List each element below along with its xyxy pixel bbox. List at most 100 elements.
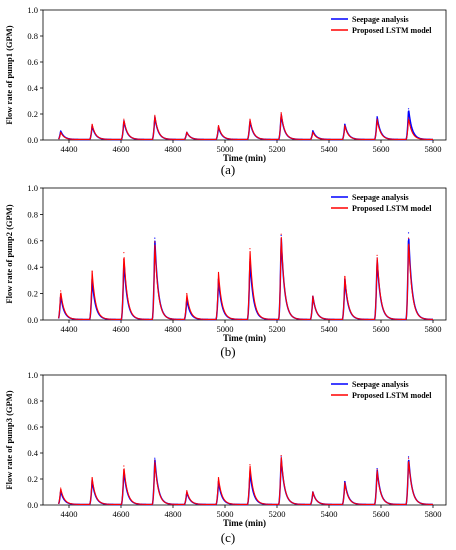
peak-point <box>91 477 93 479</box>
peak-point <box>407 457 410 459</box>
series-line-lstm <box>58 113 434 141</box>
x-axis-label: Time (min) <box>223 153 266 163</box>
y-tick-label: 0.6 <box>27 422 38 432</box>
peak-point <box>376 116 378 118</box>
peak-point <box>91 123 93 125</box>
y-tick-label: 0.6 <box>27 57 38 67</box>
y-tick-label: 0.4 <box>27 83 38 93</box>
peak-point <box>407 456 410 458</box>
y-tick-label: 0.0 <box>27 500 38 510</box>
y-tick-label: 1.0 <box>27 183 38 193</box>
caption-c: (c) <box>220 530 236 545</box>
x-tick-label: 5400 <box>321 509 338 519</box>
peak-point <box>280 234 282 237</box>
y-tick-label: 0.2 <box>27 474 38 484</box>
series-line-lstm <box>58 236 434 321</box>
caption-a: (a) <box>220 162 236 177</box>
x-tick-label: 5600 <box>373 324 390 334</box>
peak-point <box>123 465 125 467</box>
y-tick-label: 0.2 <box>27 109 38 119</box>
x-tick-label: 4600 <box>113 324 130 334</box>
peak-point <box>217 271 220 274</box>
peak-point <box>154 457 156 459</box>
x-tick-label: 5800 <box>425 509 442 519</box>
peak-point <box>217 125 220 127</box>
peak-point <box>186 490 188 492</box>
x-tick-label: 5400 <box>321 324 338 334</box>
x-tick-label: 4800 <box>165 324 182 334</box>
y-tick-label: 0.0 <box>27 135 38 145</box>
peak-point <box>154 241 156 243</box>
caption-b: (b) <box>220 344 236 359</box>
legend-label: Proposed LSTM model <box>352 204 432 213</box>
peak-point <box>217 477 220 479</box>
y-tick-label: 0.8 <box>27 31 38 41</box>
peak-point <box>344 123 346 125</box>
chart-panel-b: 0.0 0.2 0.4 0.6 0.8 1.0 4400 4600 4800 5000 5200 54… <box>4 183 447 343</box>
peak-point <box>249 118 251 120</box>
y-tick-label: 0.4 <box>27 448 38 458</box>
x-axis-label: Time (min) <box>223 333 266 343</box>
peak-point <box>280 233 282 235</box>
y-axis-label: Flow rate of pump1 (GPM) <box>4 25 14 124</box>
peak-point <box>376 118 378 120</box>
peak-point <box>407 117 410 119</box>
x-tick-label: 4600 <box>113 144 130 154</box>
peak-point <box>280 455 282 457</box>
x-tick-label: 5200 <box>269 324 286 334</box>
y-tick-label: 0.8 <box>27 209 38 219</box>
x-tick-label: 4400 <box>61 324 78 334</box>
y-tick-label: 1.0 <box>27 5 38 15</box>
x-tick-label: 5800 <box>425 144 442 154</box>
legend-label: Seepage analysis <box>352 380 409 389</box>
peak-point <box>344 482 346 484</box>
x-tick-label: 4800 <box>165 509 182 519</box>
y-tick-label: 0.4 <box>27 262 38 272</box>
x-tick-label: 5200 <box>269 509 286 519</box>
peak-point <box>123 252 125 254</box>
x-tick-label: 5400 <box>321 144 338 154</box>
peak-point <box>407 232 410 234</box>
x-tick-label: 5000 <box>217 144 234 154</box>
peak-point <box>186 293 188 295</box>
peak-point <box>60 130 62 132</box>
legend-label: Proposed LSTM model <box>352 391 432 400</box>
x-tick-label: 4400 <box>61 509 78 519</box>
peak-point <box>186 131 188 133</box>
y-axis-label: Flow rate of pump2 (GPM) <box>4 204 14 303</box>
peak-point <box>249 464 251 466</box>
peak-point <box>376 469 378 471</box>
peak-point <box>376 254 378 256</box>
peak-point <box>60 487 62 489</box>
chart-panel-c: 0.0 0.2 0.4 0.6 0.8 1.0 4400 4600 4800 5000 5200 54… <box>4 370 447 528</box>
legend-label: Proposed LSTM model <box>352 26 432 35</box>
x-tick-label: 4800 <box>165 144 182 154</box>
chart-panel-a: 0.0 0.2 0.4 0.6 0.8 1.0 4400 4600 4800 5000 5200 54… <box>4 5 447 163</box>
legend-label: Seepage analysis <box>352 15 409 24</box>
y-tick-label: 1.0 <box>27 370 38 380</box>
peak-point <box>344 481 346 483</box>
y-axis-label: Flow rate of pump3 (GPM) <box>4 390 14 489</box>
legend-label: Seepage analysis <box>352 193 409 202</box>
peak-point <box>407 108 410 110</box>
peak-point <box>249 248 251 250</box>
peak-point <box>154 460 156 462</box>
peak-point <box>280 112 282 114</box>
x-tick-label: 4600 <box>113 509 130 519</box>
peak-point <box>344 275 346 278</box>
x-tick-label: 5000 <box>217 324 234 334</box>
peak-point <box>407 237 410 239</box>
peak-point <box>312 130 314 132</box>
series-line-lstm <box>58 456 434 506</box>
peak-point <box>312 491 314 493</box>
x-tick-label: 5000 <box>217 509 234 519</box>
x-tick-label: 4400 <box>61 144 78 154</box>
x-tick-label: 5800 <box>425 324 442 334</box>
peak-point <box>312 131 314 133</box>
peak-point <box>154 237 156 239</box>
peak-point <box>344 125 346 127</box>
y-tick-label: 0.2 <box>27 289 38 299</box>
peak-point <box>91 270 93 272</box>
y-tick-label: 0.8 <box>27 396 38 406</box>
